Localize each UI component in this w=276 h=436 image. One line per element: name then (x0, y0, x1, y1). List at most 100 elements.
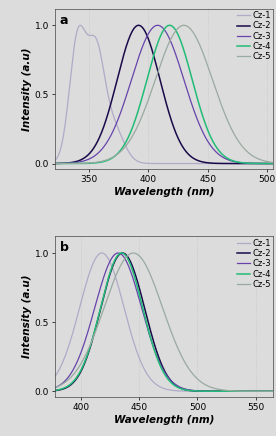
X-axis label: Wavelength (nm): Wavelength (nm) (114, 187, 214, 197)
Cz-3 (272, 388, 275, 394)
Legend: Cz-1, Cz-2, Cz-3, Cz-4, Cz-5: Cz-1, Cz-2, Cz-3, Cz-4, Cz-5 (236, 10, 272, 62)
Cz-2 (137, 23, 140, 28)
Line: Cz-2: Cz-2 (55, 25, 273, 164)
Cz-3 (154, 23, 157, 28)
Cz-5 (65, 379, 68, 384)
Cz-2 (121, 250, 124, 255)
Cz-4 (265, 161, 269, 166)
Cz-3 (265, 388, 269, 394)
Cz-5 (182, 23, 185, 28)
Cz-3 (225, 157, 229, 162)
Cz-3 (225, 388, 229, 394)
Cz-1 (154, 382, 157, 387)
Cz-4 (65, 161, 68, 166)
Cz-1 (65, 351, 68, 356)
Cz-4 (54, 388, 57, 393)
Cz-3 (54, 385, 57, 390)
Cz-5 (225, 116, 229, 122)
Cz-2 (265, 161, 269, 166)
Cz-1 (265, 161, 269, 166)
Cz-5 (265, 159, 269, 164)
Cz-3 (65, 377, 68, 382)
Cz-2 (265, 388, 269, 394)
Cz-4 (272, 388, 275, 394)
Cz-2 (160, 361, 163, 367)
Text: b: b (60, 241, 68, 254)
Line: Cz-3: Cz-3 (55, 253, 273, 391)
Cz-1 (160, 385, 163, 390)
Cz-5 (160, 301, 163, 307)
Line: Cz-1: Cz-1 (55, 253, 273, 391)
Y-axis label: Intensity (a.u): Intensity (a.u) (22, 275, 32, 358)
Cz-3 (65, 160, 68, 166)
Cz-1 (272, 388, 275, 394)
Cz-1 (265, 388, 269, 394)
Cz-2 (65, 160, 68, 166)
Cz-1 (225, 161, 229, 166)
Cz-2 (272, 161, 275, 166)
Cz-4 (265, 388, 269, 394)
Text: a: a (60, 14, 68, 27)
Cz-5 (265, 388, 269, 394)
Cz-2 (265, 388, 269, 394)
Cz-4 (54, 161, 57, 166)
Cz-2 (272, 388, 275, 394)
Cz-4 (168, 23, 171, 28)
Cz-2 (225, 161, 229, 166)
Cz-5 (154, 77, 157, 82)
Cz-1 (265, 388, 269, 394)
Line: Cz-4: Cz-4 (55, 25, 273, 164)
Cz-5 (65, 161, 68, 166)
Cz-2 (154, 345, 157, 351)
Cz-2 (65, 385, 68, 390)
Cz-1 (54, 158, 57, 163)
Cz-5 (54, 161, 57, 166)
Legend: Cz-1, Cz-2, Cz-3, Cz-4, Cz-5: Cz-1, Cz-2, Cz-3, Cz-4, Cz-5 (236, 238, 272, 290)
Cz-5 (160, 60, 163, 65)
Cz-4 (120, 250, 123, 255)
Cz-3 (160, 24, 163, 29)
Cz-3 (272, 161, 275, 166)
Cz-3 (265, 388, 269, 394)
Line: Cz-2: Cz-2 (55, 253, 273, 391)
Cz-2 (225, 388, 229, 394)
Cz-4 (225, 155, 229, 160)
Cz-1 (265, 161, 269, 166)
Cz-2 (54, 161, 57, 166)
Cz-1 (79, 23, 82, 28)
Cz-2 (160, 82, 163, 87)
Cz-2 (265, 161, 269, 166)
Cz-5 (272, 160, 275, 165)
Cz-4 (225, 388, 229, 394)
Cz-2 (54, 388, 57, 393)
Cz-1 (100, 250, 104, 255)
Cz-1 (160, 161, 163, 166)
X-axis label: Wavelength (nm): Wavelength (nm) (114, 415, 214, 425)
Cz-4 (160, 32, 163, 37)
Cz-3 (265, 161, 269, 166)
Cz-1 (65, 112, 68, 118)
Line: Cz-5: Cz-5 (55, 253, 273, 391)
Cz-3 (116, 250, 120, 255)
Cz-4 (65, 385, 68, 390)
Cz-4 (265, 161, 269, 166)
Cz-5 (154, 285, 157, 290)
Cz-1 (154, 161, 157, 166)
Cz-5 (132, 250, 135, 255)
Cz-5 (265, 159, 269, 164)
Cz-4 (272, 161, 275, 166)
Cz-1 (225, 388, 229, 394)
Cz-5 (225, 388, 229, 393)
Cz-4 (160, 365, 163, 371)
Cz-5 (272, 388, 275, 394)
Cz-3 (265, 161, 269, 166)
Cz-3 (160, 364, 163, 369)
Cz-4 (265, 388, 269, 394)
Cz-5 (54, 385, 57, 390)
Cz-5 (265, 388, 269, 394)
Cz-3 (154, 351, 157, 356)
Cz-3 (156, 23, 159, 28)
Y-axis label: Intensity (a.u): Intensity (a.u) (22, 47, 32, 131)
Line: Cz-1: Cz-1 (55, 25, 273, 164)
Cz-3 (54, 161, 57, 166)
